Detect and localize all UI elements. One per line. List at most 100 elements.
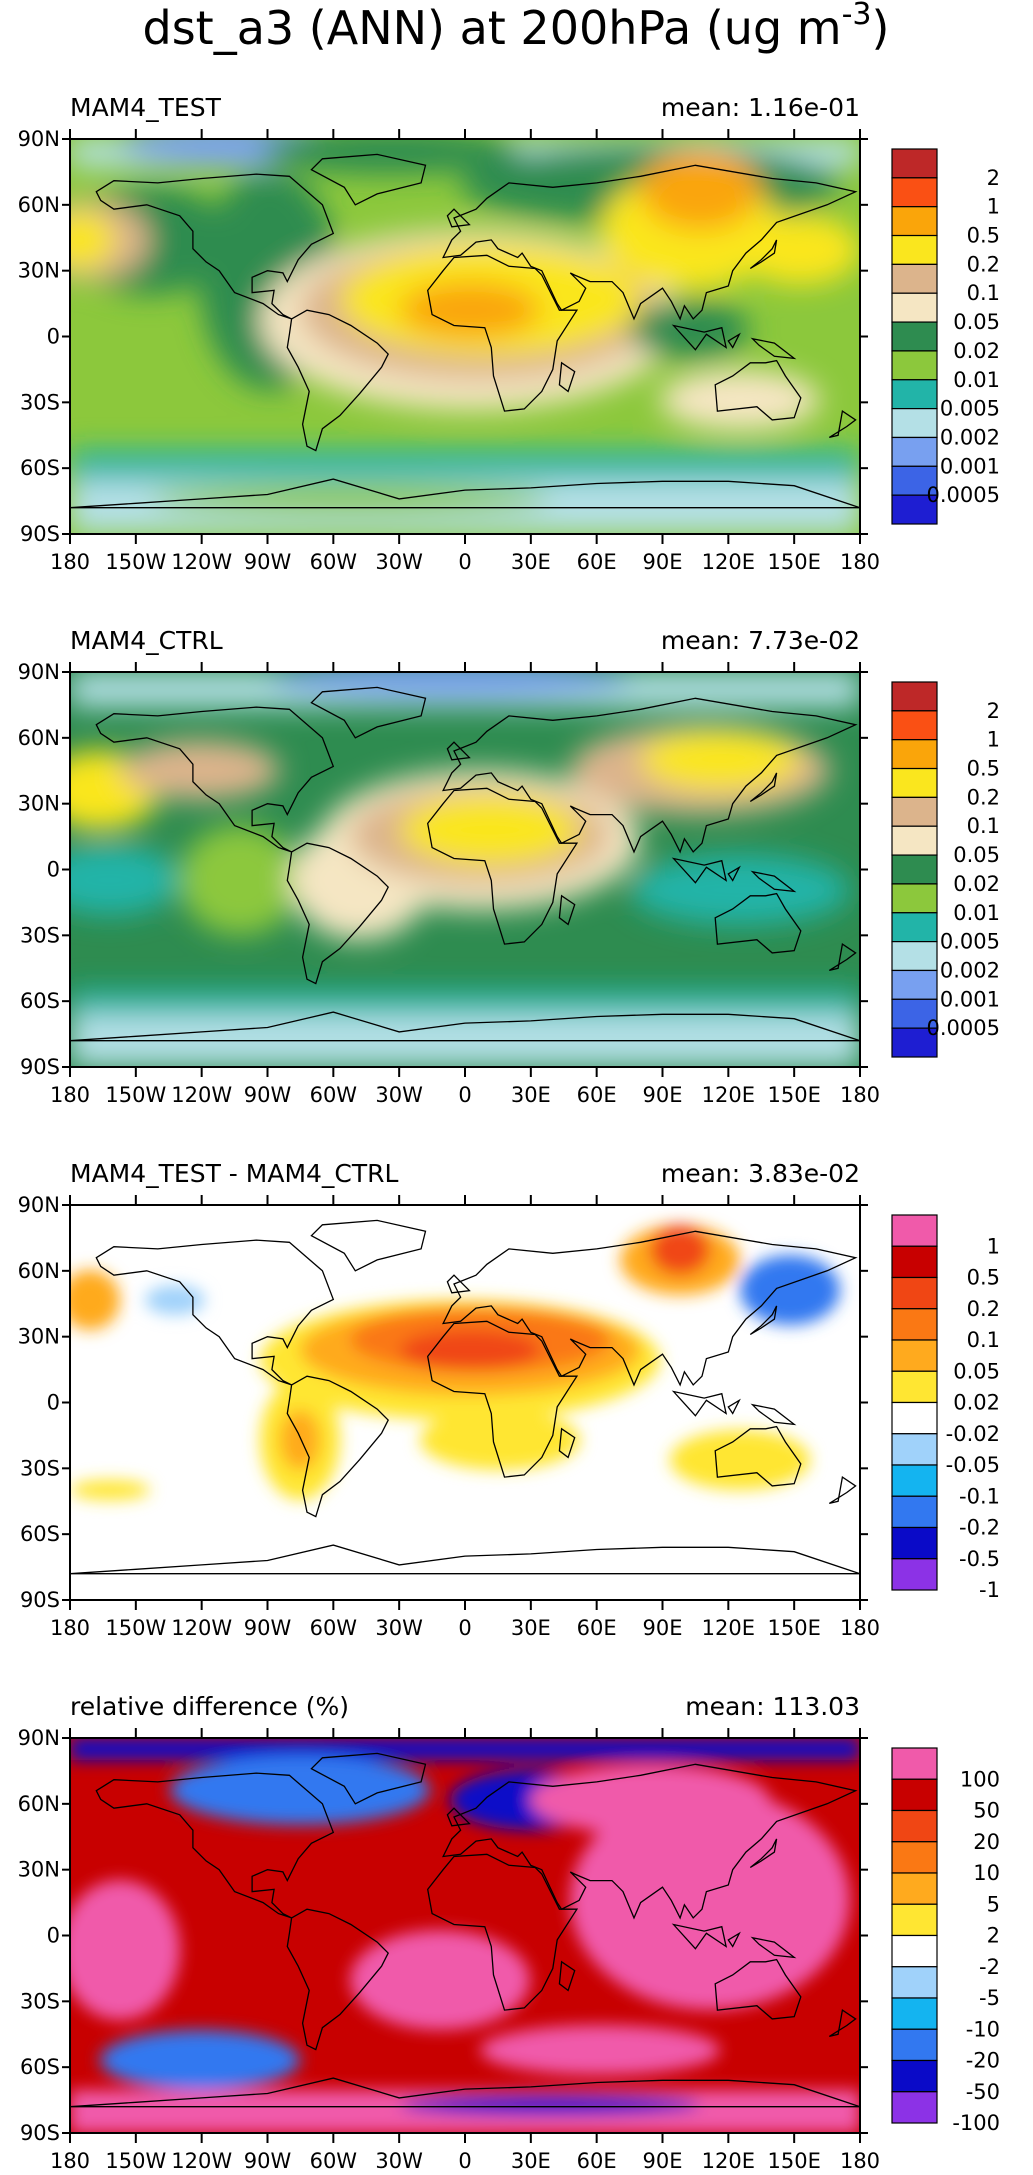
colorbar-swatch xyxy=(891,796,938,827)
colorbar-swatch xyxy=(891,825,938,856)
lon-tick-label: 60W xyxy=(310,2149,358,2173)
coastline xyxy=(750,1403,797,1426)
colorbar-label: 0.02 xyxy=(953,1391,1000,1415)
coastline xyxy=(441,164,858,321)
coastline xyxy=(714,1958,802,2020)
lat-tick-label: 60N xyxy=(18,193,60,217)
panel-title: MAM4_TEST xyxy=(70,93,222,122)
lon-tick-label: 150W xyxy=(105,1083,166,1107)
colorbar-label: 0.2 xyxy=(967,785,1000,809)
colorbar-label: 2 xyxy=(987,699,1000,723)
coastline xyxy=(714,1425,802,1487)
colorbar-swatch xyxy=(891,321,938,352)
coastline xyxy=(446,1274,471,1294)
figure-title: dst_a3 (ANN) at 200hPa (ug m-3) xyxy=(143,0,890,55)
colorbar-swatch xyxy=(891,998,938,1029)
lon-tick-label: 150E xyxy=(767,550,820,574)
map-field xyxy=(70,139,860,534)
lat-tick-label: 30N xyxy=(18,792,60,816)
lon-tick-label: 30E xyxy=(511,1616,551,1640)
colorbar-swatch xyxy=(891,941,938,972)
colorbar-label: 0.01 xyxy=(953,901,1000,925)
colorbar-label: 0.02 xyxy=(953,872,1000,896)
lon-tick-label: 120E xyxy=(702,1083,755,1107)
lon-tick-label: 90W xyxy=(244,1616,292,1640)
colorbar-label: 0.005 xyxy=(940,930,1000,954)
colorbar-label: 2 xyxy=(987,1924,1000,1948)
lat-tick-label: 60S xyxy=(20,989,60,1013)
coastline xyxy=(441,1763,858,1920)
coastline xyxy=(558,1427,576,1459)
coastline xyxy=(69,478,861,509)
colorbar-label: -5 xyxy=(979,1986,1000,2010)
coastline xyxy=(671,1923,728,1950)
colorbar-swatch xyxy=(891,494,938,525)
lat-tick-label: 30S xyxy=(20,390,60,414)
lon-tick-label: 120E xyxy=(702,1616,755,1640)
colorbar-label: 0.001 xyxy=(940,454,1000,478)
coastline xyxy=(441,697,858,854)
lon-tick-label: 150W xyxy=(105,550,166,574)
coastline xyxy=(310,1219,427,1272)
colorbar-label: 0.1 xyxy=(967,814,1000,838)
coastline xyxy=(286,1908,389,2051)
lat-tick-label: 90N xyxy=(18,1193,60,1217)
lat-tick-label: 90N xyxy=(18,660,60,684)
lon-tick-label: 0 xyxy=(458,1616,471,1640)
lon-tick-label: 150E xyxy=(767,1616,820,1640)
colorbar-label: -0.05 xyxy=(946,1453,1000,1477)
colorbar-label: 0.1 xyxy=(967,1328,1000,1352)
colorbar-label: 0.2 xyxy=(967,1297,1000,1321)
colorbar: 2 1 0.5 0.2 0.1 0.05 0.02 0.01 0.005 0.002 0.001 0.… xyxy=(891,681,1000,1058)
lon-tick-label: 60E xyxy=(577,2149,617,2173)
colorbar-label: 2 xyxy=(987,166,1000,190)
lon-tick-label: 180 xyxy=(840,2149,880,2173)
colorbar-swatch xyxy=(891,1526,938,1560)
lat-tick-label: 30N xyxy=(18,1325,60,1349)
lon-tick-label: 180 xyxy=(50,550,90,574)
colorbar-swatch xyxy=(891,177,938,208)
colorbar-label: 10 xyxy=(973,1861,1000,1885)
colorbar-label: -20 xyxy=(966,2049,1000,2073)
lon-tick-label: 60W xyxy=(310,1616,358,1640)
lat-tick-label: 30N xyxy=(18,259,60,283)
colorbar-swatch xyxy=(891,1841,938,1874)
lon-tick-label: 180 xyxy=(50,1083,90,1107)
lat-tick-label: 0 xyxy=(47,1391,60,1415)
coastline xyxy=(749,1305,778,1336)
lon-tick-label: 90W xyxy=(244,1083,292,1107)
panel-title: MAM4_TEST - MAM4_CTRL xyxy=(70,1159,399,1188)
coastline xyxy=(727,332,741,349)
colorbar-label: 0.0005 xyxy=(927,1016,1000,1040)
coastline xyxy=(727,1931,741,1948)
panel-relative-difference: relative difference (%) mean: 113.03 90N… xyxy=(18,1692,1000,2173)
colorbar-label: 0.002 xyxy=(940,425,1000,449)
coastline xyxy=(749,1838,778,1869)
coastlines xyxy=(69,153,861,509)
lon-tick-label: 30E xyxy=(511,550,551,574)
coastline xyxy=(558,361,576,393)
colorbar-label: 0.005 xyxy=(940,397,1000,421)
colorbar-swatch xyxy=(891,1809,938,1843)
lon-tick-label: 30W xyxy=(375,550,423,574)
coastline xyxy=(427,1320,579,1478)
colorbar-label: 0.5 xyxy=(967,757,1000,781)
coastline xyxy=(750,870,797,893)
colorbar-label: -50 xyxy=(966,2080,1000,2104)
colorbar: 1 0.5 0.2 0.1 0.05 0.02 -0.02 -0.05 -0.1 -0.2 -0.5… xyxy=(891,1214,1000,1602)
colorbar-swatch xyxy=(891,1872,938,1905)
title-exponent: -3 xyxy=(842,0,872,32)
lon-tick-label: 60E xyxy=(577,1616,617,1640)
lat-tick-label: 30N xyxy=(18,1858,60,1882)
lat-tick-label: 90N xyxy=(18,1726,60,1750)
coastline xyxy=(310,153,427,206)
coastline xyxy=(95,1772,335,1919)
colorbar-swatch xyxy=(891,1339,938,1372)
coastline xyxy=(749,239,778,270)
colorbar-label: -2 xyxy=(979,1955,1000,1979)
coastline xyxy=(671,1390,728,1417)
colorbar-label: 1 xyxy=(987,1234,1000,1258)
lat-tick-label: 60N xyxy=(18,1792,60,1816)
colorbar-swatch xyxy=(891,969,938,1000)
